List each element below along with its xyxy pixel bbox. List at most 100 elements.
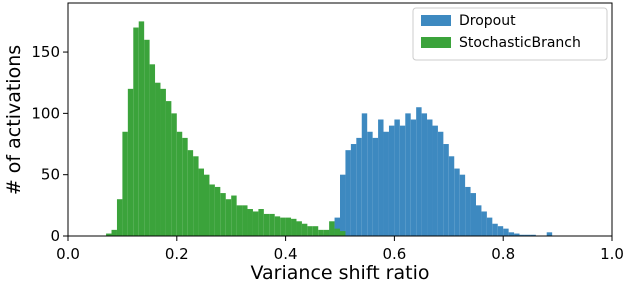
x-tick-label: 0.6 bbox=[382, 245, 406, 263]
bar bbox=[432, 125, 438, 236]
bar bbox=[476, 205, 482, 236]
x-tick-label: 0.4 bbox=[274, 245, 298, 263]
bar bbox=[116, 199, 123, 236]
bar bbox=[497, 226, 504, 236]
bar bbox=[323, 229, 330, 236]
bar bbox=[405, 113, 411, 236]
bar bbox=[340, 174, 346, 236]
y-tick-label: 0 bbox=[50, 227, 60, 245]
y-axis-title: # of activations bbox=[3, 45, 25, 195]
bar bbox=[160, 88, 166, 236]
bar bbox=[296, 221, 302, 236]
bar bbox=[155, 82, 161, 236]
bar bbox=[258, 209, 264, 236]
bar bbox=[307, 226, 313, 236]
bar bbox=[127, 88, 134, 236]
bar bbox=[231, 195, 237, 236]
bar bbox=[378, 119, 384, 236]
legend-label: Dropout bbox=[459, 13, 516, 29]
legend-box bbox=[412, 7, 608, 61]
bar bbox=[492, 223, 498, 236]
y-tick-label: 100 bbox=[31, 104, 60, 122]
bar bbox=[340, 231, 346, 236]
bar bbox=[470, 193, 476, 236]
bar bbox=[291, 218, 297, 236]
bar bbox=[133, 27, 139, 236]
bar bbox=[459, 174, 466, 236]
bar bbox=[329, 221, 335, 236]
bar bbox=[427, 119, 433, 236]
bar bbox=[394, 119, 400, 236]
bar bbox=[138, 21, 145, 236]
bar bbox=[149, 64, 156, 236]
bar bbox=[503, 228, 509, 236]
bar bbox=[524, 234, 531, 236]
plot-frame bbox=[67, 2, 613, 237]
bar bbox=[519, 234, 525, 236]
bar bbox=[204, 174, 210, 236]
bar bbox=[437, 131, 444, 236]
bar bbox=[214, 186, 221, 236]
bar bbox=[481, 211, 487, 236]
bar bbox=[171, 113, 177, 236]
bar bbox=[176, 131, 183, 236]
bar bbox=[242, 205, 248, 236]
bar bbox=[530, 234, 536, 236]
bar bbox=[274, 216, 281, 236]
bar bbox=[318, 229, 324, 236]
bar bbox=[454, 168, 460, 236]
bar bbox=[443, 144, 449, 236]
x-tick-label: 0.0 bbox=[56, 245, 80, 263]
bar bbox=[367, 131, 373, 236]
bar bbox=[388, 125, 395, 236]
bar bbox=[514, 233, 520, 236]
y-tick-label: 150 bbox=[31, 43, 60, 61]
bar bbox=[220, 193, 226, 236]
legend-swatch bbox=[421, 37, 451, 48]
bar bbox=[193, 156, 199, 236]
bar bbox=[448, 156, 455, 236]
bar bbox=[383, 131, 389, 236]
bar bbox=[372, 137, 379, 236]
bar bbox=[122, 131, 128, 236]
bar bbox=[269, 213, 275, 236]
bar bbox=[285, 217, 292, 236]
bar bbox=[508, 232, 515, 236]
bar bbox=[165, 101, 172, 237]
bar bbox=[361, 113, 368, 236]
bar bbox=[236, 205, 243, 236]
legend-label: StochasticBranch bbox=[459, 35, 581, 51]
bar bbox=[111, 229, 117, 236]
bar bbox=[546, 232, 553, 236]
x-tick-label: 0.8 bbox=[491, 245, 515, 263]
bar bbox=[486, 217, 493, 236]
bar bbox=[106, 233, 112, 236]
bar bbox=[144, 39, 150, 236]
bar bbox=[345, 150, 351, 236]
bar bbox=[301, 223, 308, 236]
bar bbox=[252, 211, 259, 236]
bar bbox=[225, 199, 232, 236]
bar bbox=[421, 113, 428, 236]
bar bbox=[356, 137, 362, 236]
bar bbox=[465, 186, 471, 236]
x-tick-label: 1.0 bbox=[600, 245, 624, 263]
bar bbox=[334, 217, 340, 236]
bar bbox=[399, 125, 406, 236]
y-tick-label: 50 bbox=[41, 166, 60, 184]
legend-swatch bbox=[421, 15, 451, 26]
bar bbox=[209, 184, 215, 236]
bar bbox=[312, 226, 319, 236]
bar bbox=[263, 213, 270, 236]
bar bbox=[198, 168, 204, 236]
bar bbox=[410, 119, 417, 236]
bar bbox=[247, 209, 253, 236]
bar bbox=[187, 150, 194, 236]
x-axis-title: Variance shift ratio bbox=[251, 262, 430, 284]
bar bbox=[280, 217, 286, 236]
bar bbox=[334, 228, 340, 236]
bar bbox=[350, 144, 357, 236]
bar bbox=[182, 137, 188, 236]
x-tick-label: 0.2 bbox=[165, 245, 189, 263]
